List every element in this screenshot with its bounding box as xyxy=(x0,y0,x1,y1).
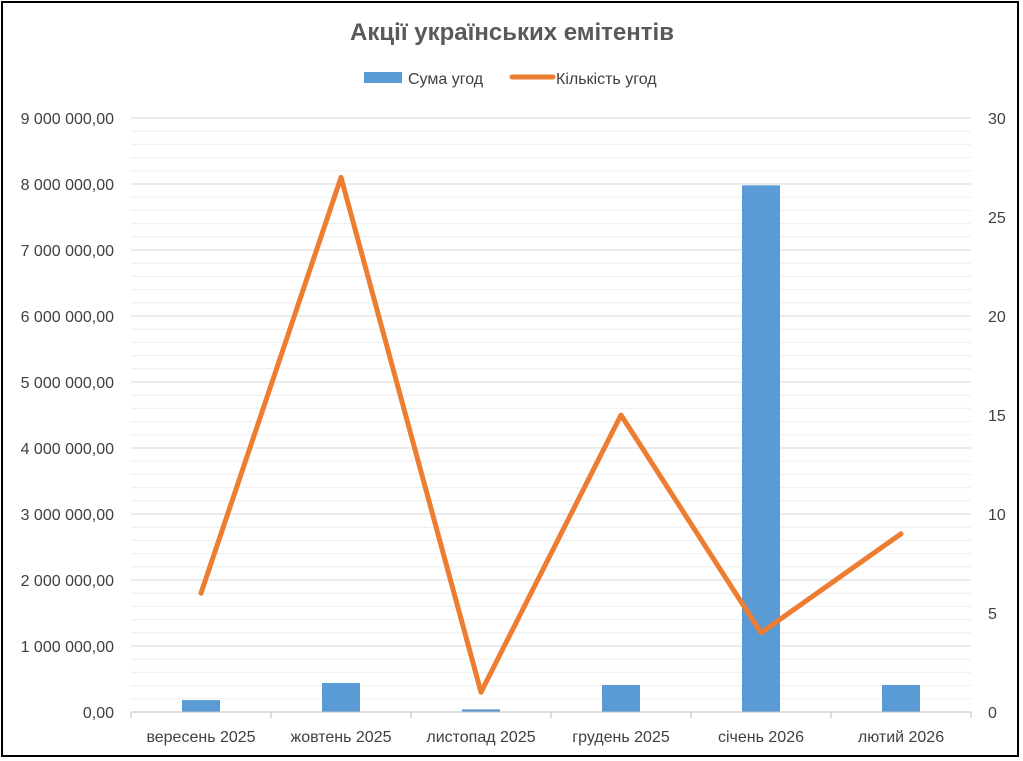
legend-label-count: Кількість угод xyxy=(556,71,657,88)
y-left-tick-label: 0,00 xyxy=(83,705,114,722)
legend-label-sum: Сума угод xyxy=(408,71,484,88)
x-tick-label: вересень 2025 xyxy=(146,729,255,746)
y-left-tick-label: 2 000 000,00 xyxy=(21,573,115,590)
x-tick-label: лютий 2026 xyxy=(858,729,944,746)
x-tick-label: жовтень 2025 xyxy=(290,729,391,746)
line-series xyxy=(198,174,904,695)
y-left-tick-label: 8 000 000,00 xyxy=(21,177,115,194)
y-right-tick-label: 25 xyxy=(988,210,1006,227)
bar-5 xyxy=(882,684,920,712)
y-left-tick-label: 5 000 000,00 xyxy=(21,375,115,392)
bar-2 xyxy=(462,709,500,712)
y-left-tick-label: 7 000 000,00 xyxy=(21,243,115,260)
legend-swatch-sum xyxy=(364,72,402,83)
count-line xyxy=(198,174,904,695)
chart-title: Акції українських емітентів xyxy=(350,19,674,46)
y-right-tick-label: 10 xyxy=(988,507,1006,524)
bar-1 xyxy=(322,682,360,712)
y-axis-left: 0,00 1 000 000,00 2 000 000,00 3 000 000,00… xyxy=(21,111,115,722)
x-tick-label: січень 2026 xyxy=(718,729,804,746)
y-right-tick-label: 30 xyxy=(988,111,1006,128)
x-axis xyxy=(130,711,972,718)
bar-0 xyxy=(182,700,220,712)
y-left-tick-label: 4 000 000,00 xyxy=(21,441,115,458)
y-right-tick-label: 15 xyxy=(988,408,1006,425)
gridlines xyxy=(131,117,971,700)
x-tick-label: листопад 2025 xyxy=(426,729,535,746)
legend: Сума угод Кількість угод xyxy=(364,71,657,88)
y-left-tick-label: 9 000 000,00 xyxy=(21,111,115,128)
y-left-tick-label: 3 000 000,00 xyxy=(21,507,115,524)
bar-3 xyxy=(602,684,640,712)
x-axis-labels: вересень 2025 жовтень 2025 листопад 2025 гр… xyxy=(146,729,944,746)
y-right-tick-label: 5 xyxy=(988,606,997,623)
y-axis-right: 0 5 10 15 20 25 30 xyxy=(988,111,1006,722)
y-left-tick-label: 6 000 000,00 xyxy=(21,309,115,326)
y-right-tick-label: 0 xyxy=(988,705,997,722)
y-left-tick-label: 1 000 000,00 xyxy=(21,639,115,656)
x-tick-label: грудень 2025 xyxy=(572,729,670,746)
y-right-tick-label: 20 xyxy=(988,309,1006,326)
